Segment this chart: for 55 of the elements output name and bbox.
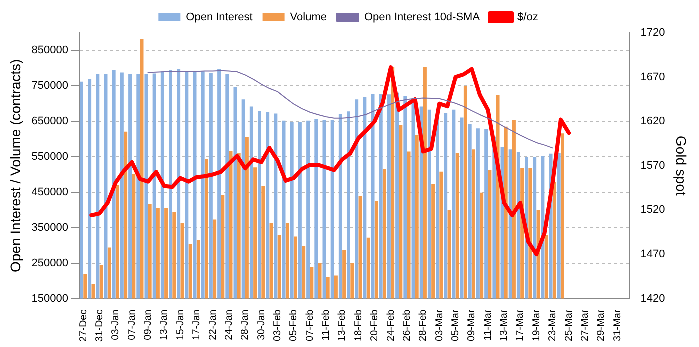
y-tick-label: 750000 [32,80,69,92]
x-tick-label: 23-Mar [548,309,559,342]
x-tick-label: 13-Jan [159,310,170,340]
x-tick-label: 11-Feb [321,309,332,341]
x-tick-label: 13-Mar [499,309,510,342]
legend-label: Open Interest 10d-SMA [364,12,481,24]
x-tick-label: 24-Feb [386,309,397,342]
x-tick-label: 20-Feb [370,309,381,342]
y-tick-label: 250000 [32,257,69,270]
legend-label: Volume [290,12,328,24]
y2-tick-label: 1420 [640,292,666,305]
y2-tick-label: 1620 [640,116,666,128]
x-tick-label: 03-Mar [434,309,446,342]
x-tick-label: 15-Jan [175,310,186,340]
x-tick-label: 03-Jan [110,310,122,340]
x-tick-label: 07-Feb [304,309,316,342]
x-tick-label: 26-Feb [402,309,413,342]
x-tick-label: 11-Mar [482,309,494,341]
x-tick-label: 18-Feb [353,309,364,342]
x-tick-label: 13-Feb [337,309,348,342]
legend-label: Open Interest [186,12,253,24]
y-axis-title: Open Interest / Volume (contracts) [7,59,24,272]
x-tick-label: 19-Mar [531,309,542,342]
x-tick-label: 17-Mar [515,309,526,342]
y2-axis-title: Gold spot [674,136,690,196]
y2-tick-label: 1470 [640,248,666,260]
y-tick-label: 550000 [32,151,69,164]
x-tick-label: 25-Mar [564,309,575,342]
y-tick-label: 450000 [32,186,69,198]
x-tick-label: 30-Jan [256,310,268,340]
x-tick-label: 29-Mar [596,309,608,342]
x-tick-label: 09-Mar [466,309,478,342]
x-tick-label: 22-Jan [208,310,219,340]
y-tick-label: 850000 [32,44,69,57]
y-tick-label: 350000 [32,222,69,234]
y-tick-label: 650000 [32,116,69,128]
x-tick-label: 05-Mar [450,309,462,342]
x-tick-label: 05-Feb [288,309,300,342]
x-tick-label: 03-Feb [272,309,284,342]
y2-tick-label: 1520 [640,204,666,216]
x-tick-label: 28-Feb [418,309,430,342]
y2-tick-label: 1570 [640,160,666,172]
y-tick-label: 150000 [32,292,69,305]
legend-label: $/oz [518,12,538,24]
x-tick-label: 27-Mar [580,309,591,342]
x-tick-label: 31-Dec [94,310,106,342]
y2-tick-label: 1670 [640,71,666,84]
x-tick-label: 09-Jan [143,310,154,340]
x-tick-label: 07-Jan [126,310,138,340]
x-tick-label: 31-Mar [612,309,624,342]
x-tick-label: 24-Jan [224,310,235,340]
y2-tick-label: 1720 [640,27,666,40]
x-tick-label: 17-Jan [192,310,203,340]
x-tick-label: 28-Jan [240,310,252,340]
x-tick-label: 27-Dec [78,310,90,342]
